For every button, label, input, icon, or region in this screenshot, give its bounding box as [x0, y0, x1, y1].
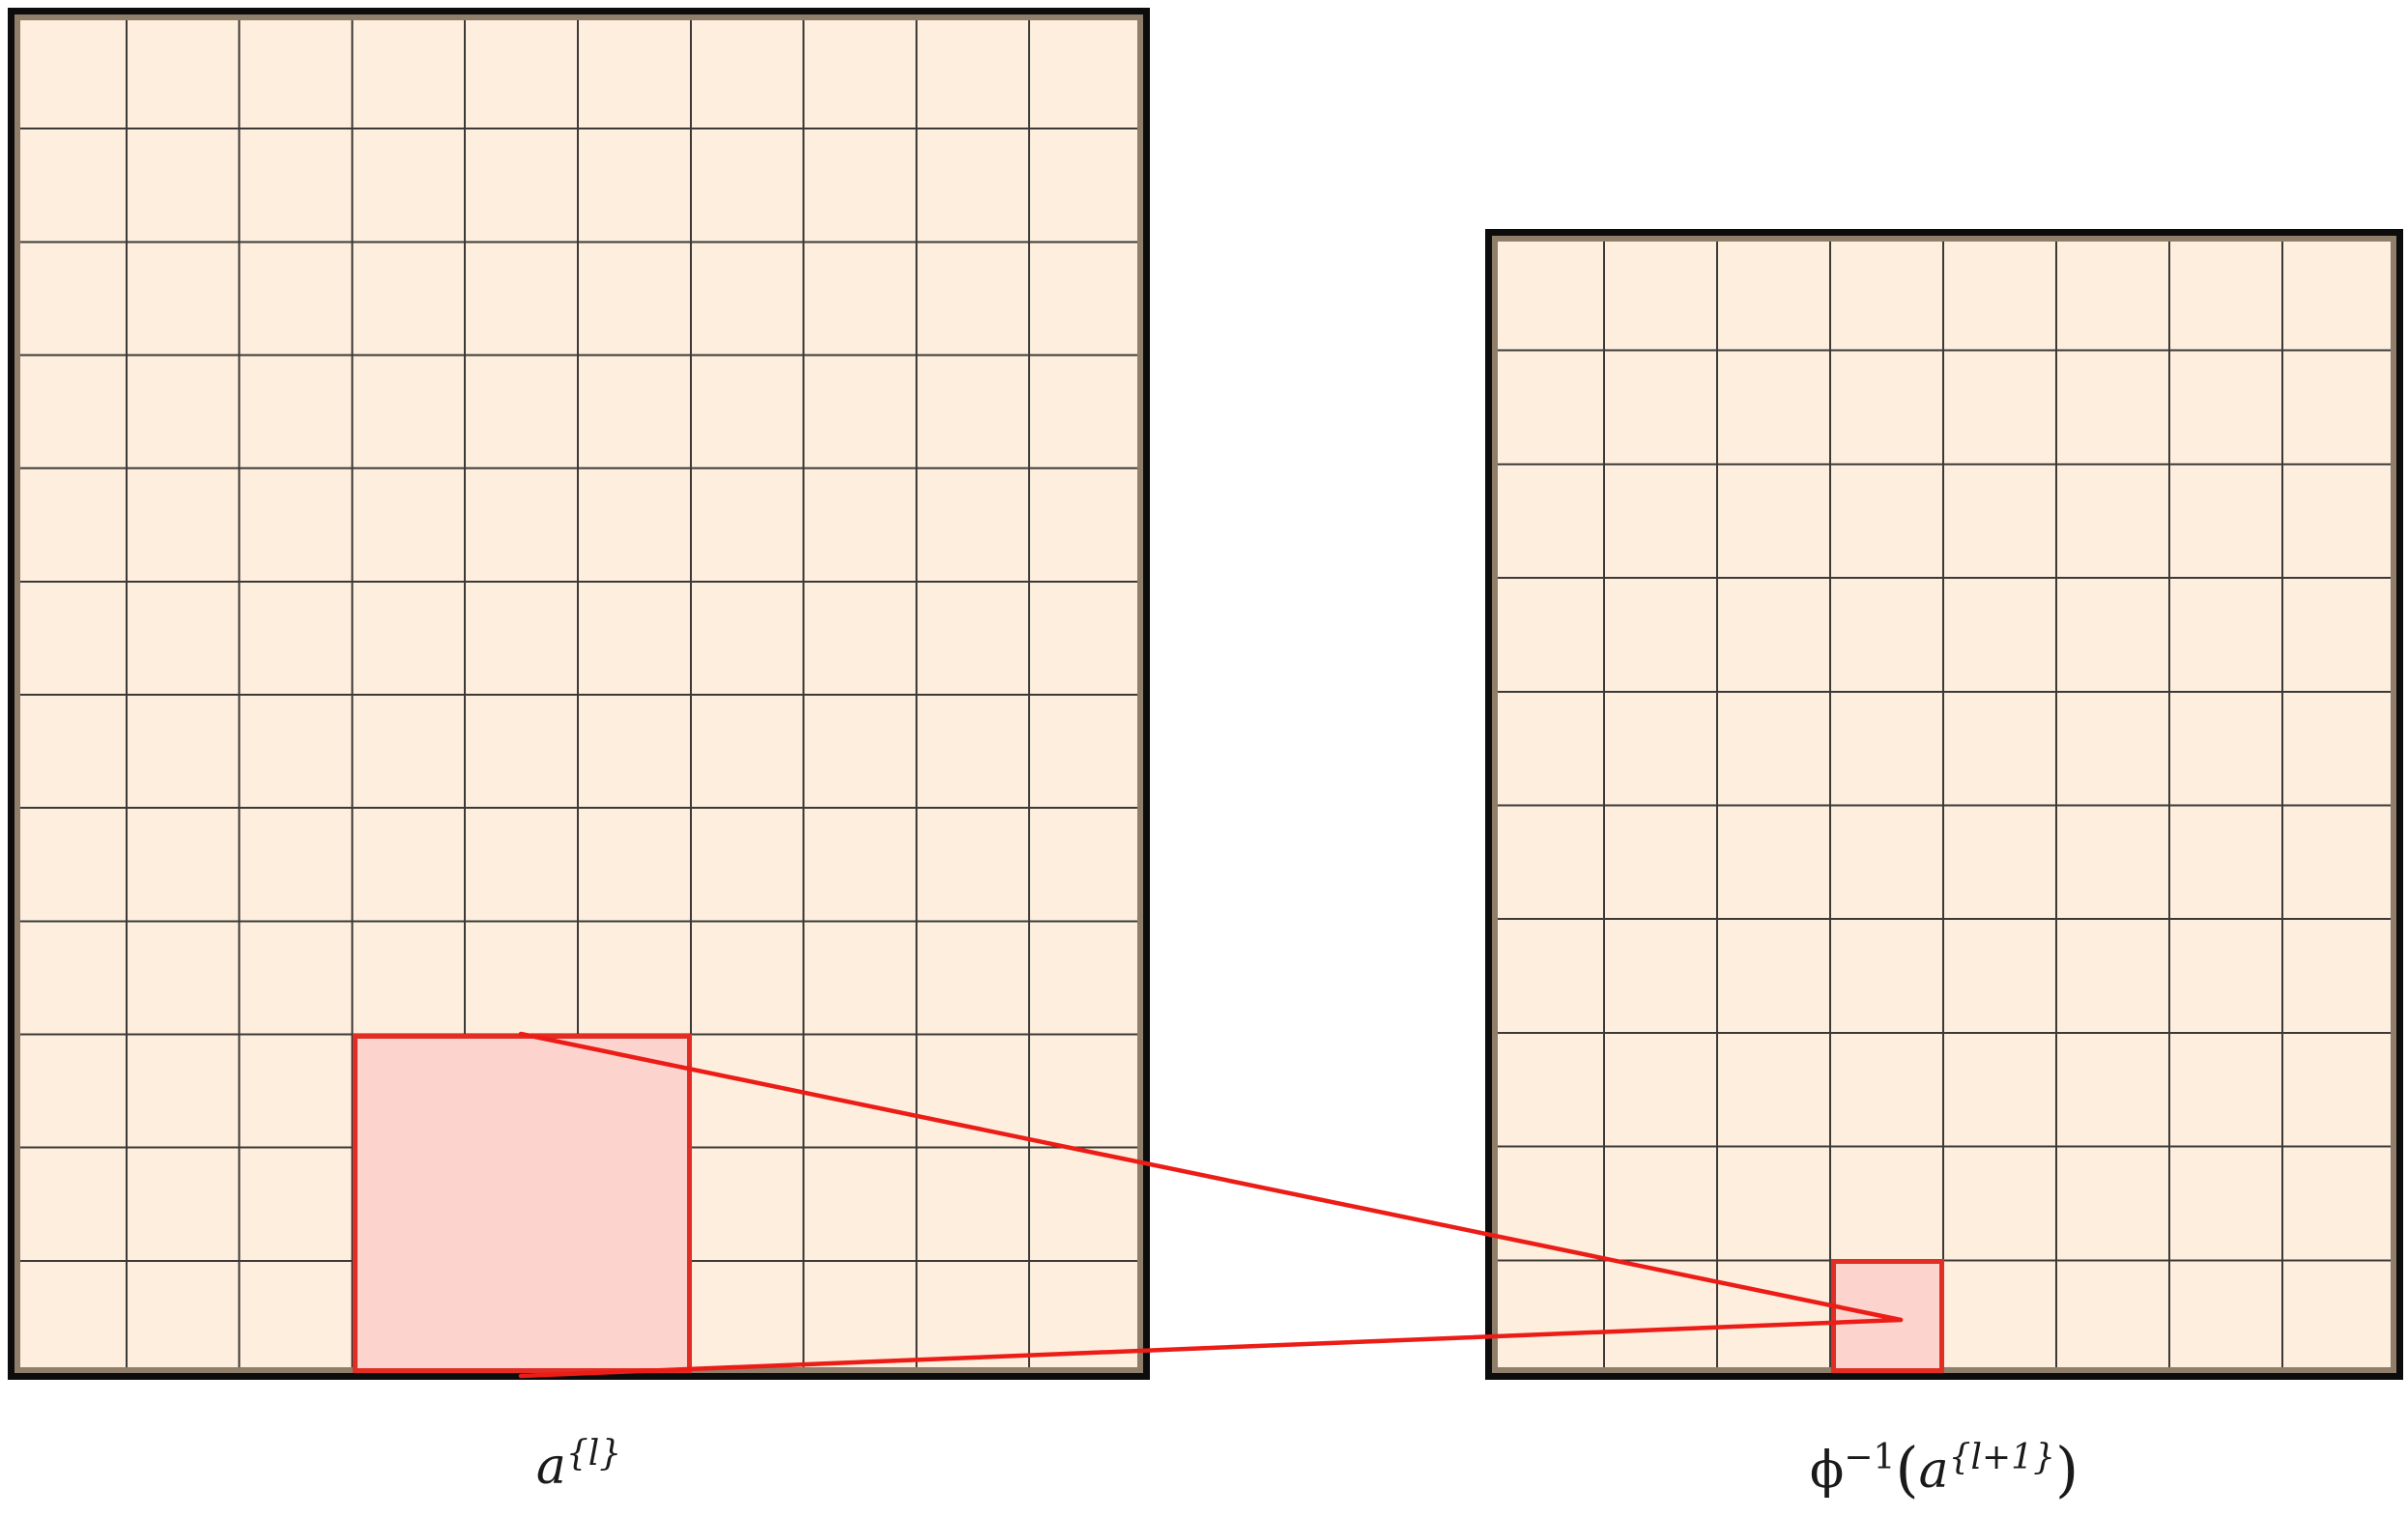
right-label-phi-superscript: −1	[1844, 1438, 1896, 1477]
receptive-field-highlight	[353, 1033, 692, 1373]
left-label-superscript: {l}	[565, 1434, 622, 1474]
right-label-phi: ϕ	[1809, 1442, 1845, 1500]
right-label-close-paren: )	[2054, 1434, 2079, 1504]
activation-grid-right	[1485, 229, 2403, 1380]
target-cell-highlight	[1831, 1259, 1944, 1373]
left-grid-label: a{l}	[8, 1428, 1150, 1505]
right-label-open-paren: (	[1895, 1434, 1919, 1504]
left-label-base: a	[535, 1438, 566, 1496]
activation-grid-left	[8, 8, 1150, 1380]
right-label-superscript: {l+1}	[1948, 1438, 2055, 1477]
right-grid-label: ϕ−1(a{l+1})	[1485, 1428, 2403, 1505]
right-label-base: a	[1918, 1442, 1949, 1500]
